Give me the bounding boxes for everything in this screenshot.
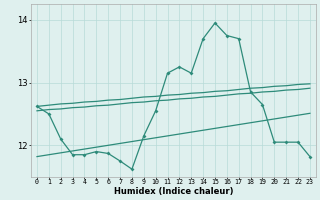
X-axis label: Humidex (Indice chaleur): Humidex (Indice chaleur): [114, 187, 233, 196]
